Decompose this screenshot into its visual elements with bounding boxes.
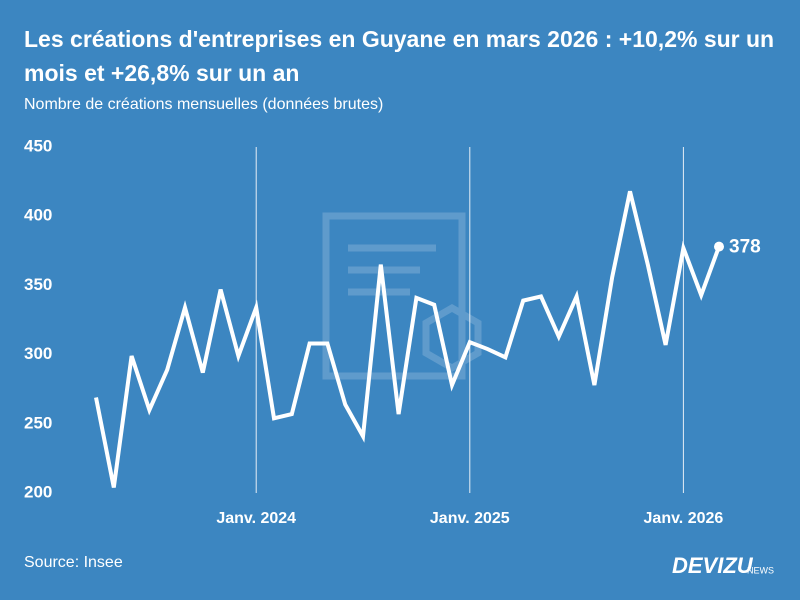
title-box: Les créations d'entreprises en Guyane en… xyxy=(24,26,775,86)
logo: DEVIZU xyxy=(672,553,754,578)
y-tick-label: 250 xyxy=(24,413,52,432)
logo-sub: NEWS xyxy=(747,565,774,575)
x-tick-label: Janv. 2026 xyxy=(644,510,724,527)
y-tick-label: 300 xyxy=(24,344,52,363)
y-tick-label: 200 xyxy=(24,482,52,501)
y-tick-label: 450 xyxy=(24,136,52,155)
value-label: 378 xyxy=(729,237,761,258)
y-tick-label: 350 xyxy=(24,275,52,294)
end-point xyxy=(714,241,724,252)
x-tick-label: Janv. 2025 xyxy=(430,510,510,527)
line xyxy=(94,190,721,488)
source: Source: Insee xyxy=(24,554,123,571)
y-tick-label: 400 xyxy=(24,206,52,225)
x-tick-label: Janv. 2024 xyxy=(216,510,296,527)
chart-title: Les créations d'entreprises en Guyane en… xyxy=(24,26,775,86)
chart-subtitle: Nombre de créations mensuelles (données … xyxy=(24,96,383,113)
